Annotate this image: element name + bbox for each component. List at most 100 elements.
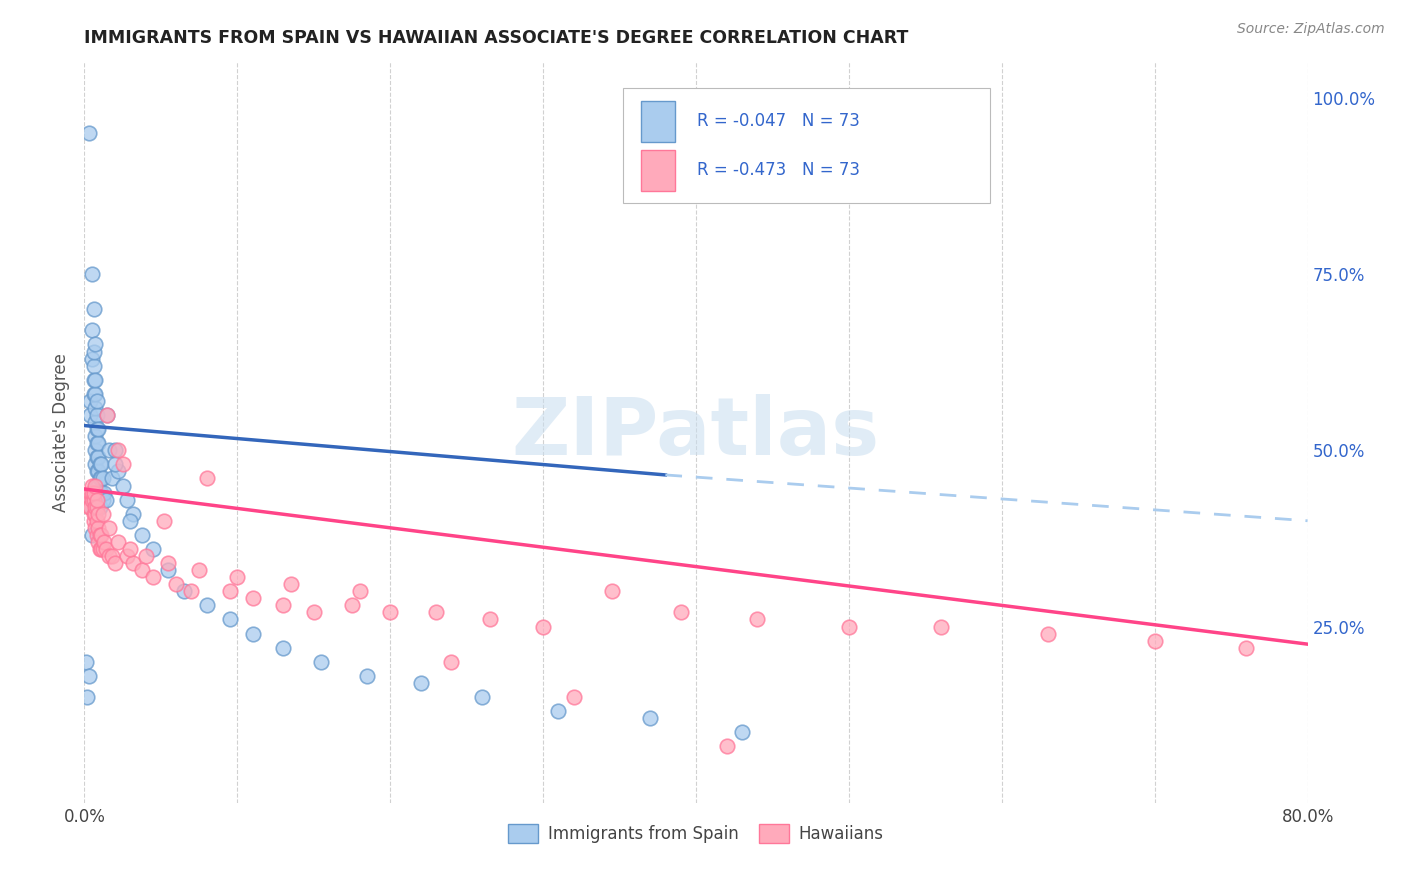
Point <box>349 584 371 599</box>
Point <box>84 337 107 351</box>
Point <box>111 458 134 472</box>
Point <box>89 528 111 542</box>
Point <box>425 606 447 620</box>
Point <box>80 478 103 492</box>
Point <box>929 619 952 633</box>
Point <box>747 612 769 626</box>
Point <box>409 676 432 690</box>
Point <box>93 535 115 549</box>
Point <box>111 478 134 492</box>
Point <box>122 556 145 570</box>
Point <box>218 584 240 599</box>
Point <box>84 478 107 492</box>
Point <box>83 492 105 507</box>
Point <box>97 521 120 535</box>
Point <box>157 556 180 570</box>
Point <box>94 492 117 507</box>
Point <box>80 485 103 500</box>
Point <box>93 485 115 500</box>
Point <box>87 492 110 507</box>
Point <box>77 669 100 683</box>
Point <box>97 549 120 563</box>
Point <box>79 408 101 422</box>
Point <box>86 422 108 436</box>
Point <box>90 471 112 485</box>
Point <box>86 528 108 542</box>
Point <box>84 429 107 443</box>
Point <box>86 450 108 465</box>
Point <box>271 640 294 655</box>
Point <box>77 126 100 140</box>
Point <box>87 436 110 450</box>
Point <box>731 725 754 739</box>
Point <box>83 387 105 401</box>
Point <box>84 500 107 514</box>
Point <box>131 528 153 542</box>
Point <box>87 464 110 478</box>
Point <box>83 373 105 387</box>
Point <box>84 507 107 521</box>
Point <box>101 549 124 563</box>
Point <box>91 471 114 485</box>
Point <box>89 541 111 556</box>
Point <box>104 556 127 570</box>
Point <box>271 599 294 613</box>
Point <box>115 492 138 507</box>
Point <box>84 415 107 429</box>
Point <box>75 655 97 669</box>
Point <box>562 690 585 704</box>
Point <box>80 323 103 337</box>
Point <box>86 464 108 478</box>
Point <box>600 584 623 599</box>
Point <box>242 591 264 606</box>
Point <box>84 443 107 458</box>
Point <box>86 436 108 450</box>
Point <box>86 408 108 422</box>
Point <box>84 458 107 472</box>
Point <box>87 507 110 521</box>
Text: R = -0.473   N = 73: R = -0.473 N = 73 <box>697 161 860 179</box>
Point <box>131 563 153 577</box>
Point <box>195 599 218 613</box>
Point <box>302 606 325 620</box>
Point <box>90 528 112 542</box>
Point <box>104 443 127 458</box>
Point <box>107 464 129 478</box>
Point <box>86 478 108 492</box>
Point <box>89 471 111 485</box>
Point <box>80 492 103 507</box>
Point <box>90 485 112 500</box>
Point <box>80 267 103 281</box>
Point <box>87 535 110 549</box>
Point <box>440 655 463 669</box>
Point <box>157 563 180 577</box>
Y-axis label: Associate's Degree: Associate's Degree <box>52 353 70 512</box>
Point <box>90 541 112 556</box>
Point <box>340 599 363 613</box>
Point <box>90 458 112 472</box>
Point <box>142 541 165 556</box>
Point <box>76 492 98 507</box>
Point <box>84 373 107 387</box>
Point <box>104 458 127 472</box>
Point <box>120 541 142 556</box>
Point <box>669 606 692 620</box>
FancyBboxPatch shape <box>641 150 675 191</box>
Point <box>1036 626 1059 640</box>
Point <box>471 690 494 704</box>
Point <box>84 401 107 415</box>
Point <box>101 471 124 485</box>
Point <box>226 570 249 584</box>
Text: ZIPatlas: ZIPatlas <box>512 393 880 472</box>
Point <box>547 704 569 718</box>
Point <box>280 577 302 591</box>
Point <box>83 507 105 521</box>
Point <box>87 422 110 436</box>
Legend: Immigrants from Spain, Hawaiians: Immigrants from Spain, Hawaiians <box>502 817 890 850</box>
Point <box>84 387 107 401</box>
Point <box>120 514 142 528</box>
Point <box>195 471 218 485</box>
Point <box>79 485 101 500</box>
Point <box>77 500 100 514</box>
Point <box>356 669 378 683</box>
